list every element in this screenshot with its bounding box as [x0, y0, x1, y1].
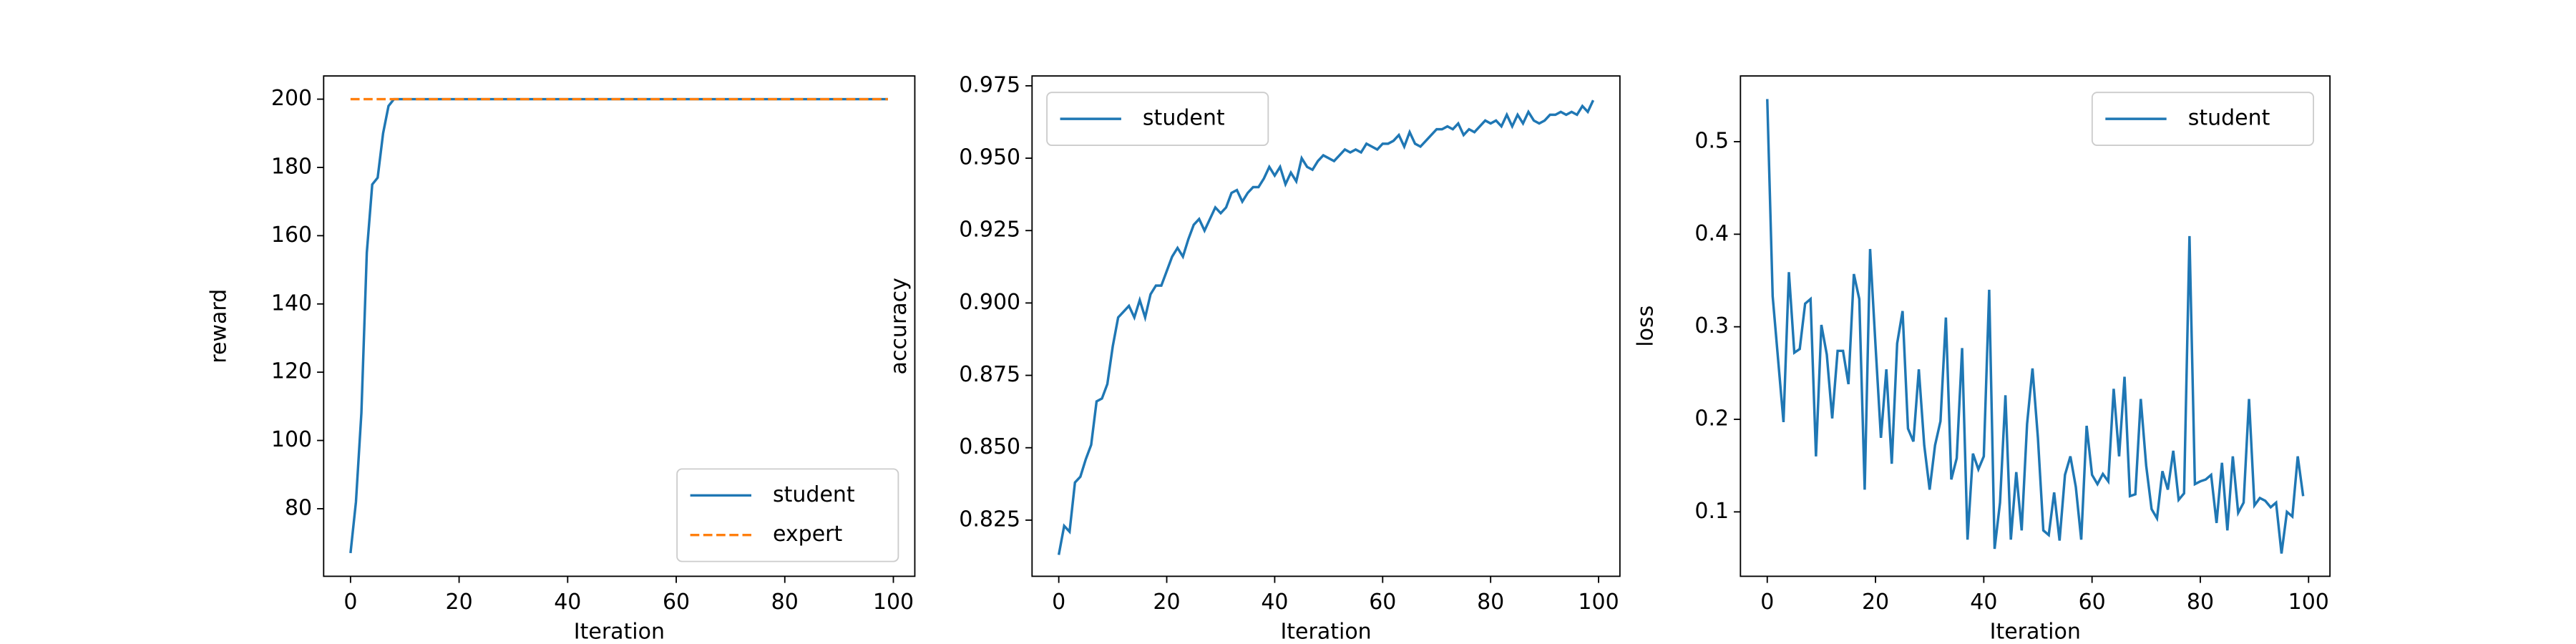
y-tick-label: 0.5: [1694, 128, 1729, 153]
legend-label: student: [1143, 106, 1225, 131]
subplot: 0 20 40 60 80 100 0.825 0.850 0.875 0.900 0.925 0.9…: [887, 72, 1621, 644]
x-tick-label: 100: [873, 590, 914, 615]
y-axis-label: accuracy: [887, 278, 912, 374]
x-tick-label: 80: [2187, 590, 2214, 615]
series-line: [1766, 99, 2305, 554]
y-tick-label: 0.825: [959, 507, 1020, 532]
series-line: [1057, 99, 1595, 555]
legend-box: [676, 468, 899, 562]
axes-frame: [1031, 75, 1621, 577]
y-tick-label: 0.3: [1694, 313, 1729, 338]
legend-label: student: [2188, 106, 2270, 131]
x-tick-label: 60: [1369, 590, 1396, 615]
y-tick-label: 0.4: [1694, 221, 1729, 246]
y-tick-label: 0.975: [959, 72, 1020, 97]
x-tick-label: 20: [1153, 590, 1180, 615]
subplot: 0 20 40 60 80 100 0.1 0.2 0.3 0.4 0.5 Iteration loss…: [1633, 75, 2331, 644]
y-axis-label: loss: [1633, 306, 1658, 347]
y-tick-label: 0.850: [959, 434, 1020, 459]
subplot: 0 20 40 60 80 100 80 100 120 140 160 180 200 Iteratio…: [206, 75, 916, 644]
y-tick-label: 0.1: [1694, 499, 1729, 524]
x-tick-label: 20: [445, 590, 472, 615]
x-tick-label: 20: [1862, 590, 1889, 615]
x-tick-label: 60: [663, 590, 690, 615]
x-tick-label: 80: [771, 590, 799, 615]
x-axis-label: Iteration: [1280, 619, 1371, 644]
legend-box: [2091, 92, 2314, 146]
y-tick-label: 0.925: [959, 218, 1020, 243]
x-tick-label: 60: [2079, 590, 2106, 615]
x-tick-label: 0: [1760, 590, 1774, 615]
axes-frame: [1740, 75, 2331, 577]
legend-label: student: [773, 482, 855, 507]
x-tick-label: 40: [554, 590, 581, 615]
x-axis-label: Iteration: [574, 619, 665, 644]
x-tick-label: 0: [1052, 590, 1065, 615]
x-axis-label: Iteration: [1990, 619, 2081, 644]
x-tick-label: 40: [1261, 590, 1288, 615]
y-tick-label: 140: [271, 291, 312, 316]
legend-label: expert: [773, 522, 843, 547]
y-tick-label: 80: [285, 495, 312, 520]
y-tick-label: 120: [271, 359, 312, 384]
y-axis-label: reward: [206, 289, 231, 364]
y-tick-label: 0.900: [959, 290, 1020, 315]
y-tick-label: 100: [271, 427, 312, 452]
y-tick-label: 0.2: [1694, 406, 1729, 431]
x-tick-label: 100: [2288, 590, 2329, 615]
axes-frame: [323, 75, 916, 577]
y-tick-label: 0.950: [959, 145, 1020, 170]
x-tick-label: 0: [343, 590, 357, 615]
x-tick-label: 40: [1970, 590, 1997, 615]
x-tick-label: 80: [1477, 590, 1504, 615]
x-tick-label: 100: [1578, 590, 1619, 615]
y-tick-label: 160: [271, 223, 312, 248]
y-tick-label: 0.875: [959, 362, 1020, 387]
legend-box: [1046, 92, 1269, 146]
y-tick-label: 180: [271, 154, 312, 179]
y-tick-label: 200: [271, 86, 312, 111]
